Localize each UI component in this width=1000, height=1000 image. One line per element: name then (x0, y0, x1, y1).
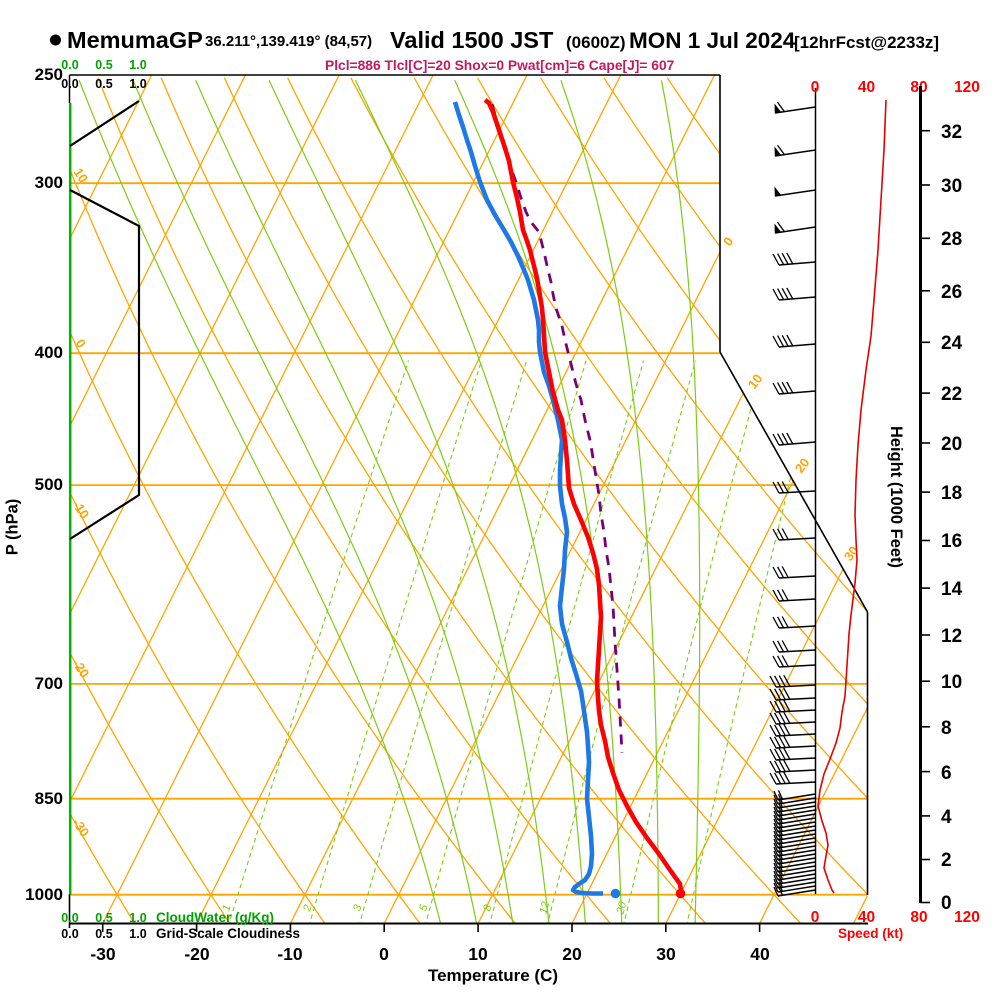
svg-text:24: 24 (941, 333, 963, 354)
svg-text:12: 12 (538, 901, 553, 916)
svg-text:80: 80 (910, 909, 927, 926)
svg-text:5: 5 (417, 903, 430, 913)
svg-text:0.5: 0.5 (95, 911, 112, 925)
svg-text:40: 40 (858, 79, 875, 96)
svg-text:0.0: 0.0 (61, 58, 78, 72)
svg-text:20: 20 (941, 434, 962, 455)
svg-text:10: 10 (468, 944, 488, 964)
svg-text:26: 26 (941, 282, 962, 303)
svg-text:22: 22 (941, 384, 962, 405)
svg-text:18: 18 (941, 483, 962, 504)
svg-text:36.211°,139.419° (84,57): 36.211°,139.419° (84,57) (205, 33, 372, 50)
svg-text:2: 2 (941, 850, 952, 871)
svg-text:0.5: 0.5 (95, 58, 112, 72)
svg-text:40: 40 (858, 909, 875, 926)
svg-text:0: 0 (811, 79, 820, 96)
svg-text:14: 14 (941, 579, 963, 600)
svg-text:-30: -30 (90, 944, 116, 964)
svg-text:[12hrFcst@2233z]: [12hrFcst@2233z] (794, 33, 939, 52)
svg-text:Speed (kt): Speed (kt) (838, 926, 903, 941)
svg-text:-20: -20 (184, 944, 210, 964)
svg-text:0.0: 0.0 (61, 911, 78, 925)
svg-text:3: 3 (351, 903, 364, 913)
svg-text:500: 500 (35, 475, 63, 494)
svg-text:(0600Z): (0600Z) (566, 33, 626, 52)
svg-text:8: 8 (481, 903, 494, 913)
svg-text:Grid-Scale Cloudiness: Grid-Scale Cloudiness (156, 926, 300, 941)
svg-text:2: 2 (301, 903, 314, 913)
svg-text:20: 20 (792, 455, 813, 476)
svg-text:Temperature (C): Temperature (C) (428, 966, 558, 985)
svg-text:28: 28 (941, 229, 962, 250)
svg-text:12: 12 (941, 626, 962, 647)
svg-text:MemumaGP: MemumaGP (67, 27, 203, 53)
svg-text:20: 20 (614, 900, 629, 917)
svg-text:8: 8 (941, 718, 952, 739)
svg-text:850: 850 (35, 789, 63, 808)
svg-text:Valid 1500 JST: Valid 1500 JST (390, 27, 554, 53)
svg-text:0: 0 (379, 944, 389, 964)
svg-text:20: 20 (562, 944, 582, 964)
svg-text:1.0: 1.0 (129, 58, 146, 72)
svg-text:30: 30 (941, 176, 962, 197)
svg-text:0.0: 0.0 (61, 927, 78, 941)
svg-text:CloudWater (g/Kg): CloudWater (g/Kg) (156, 910, 274, 925)
svg-text:1.0: 1.0 (129, 77, 146, 91)
svg-text:32: 32 (941, 122, 962, 143)
svg-text:300: 300 (35, 173, 63, 192)
svg-text:40: 40 (750, 944, 770, 964)
svg-text:10: 10 (941, 672, 962, 693)
svg-text:-10: -10 (277, 944, 303, 964)
svg-text:P (hPa): P (hPa) (4, 499, 22, 556)
svg-text:1: 1 (220, 903, 233, 912)
svg-text:700: 700 (35, 674, 63, 693)
svg-text:0.0: 0.0 (61, 77, 78, 91)
svg-text:250: 250 (35, 65, 63, 84)
svg-text:0: 0 (941, 893, 952, 914)
svg-text:120: 120 (954, 79, 980, 96)
svg-text:400: 400 (35, 343, 63, 362)
svg-text:0: 0 (811, 909, 820, 926)
svg-text:16: 16 (941, 531, 962, 552)
svg-text:Height (1000 Feet): Height (1000 Feet) (887, 426, 905, 568)
svg-text:Plcl=886 Tlcl[C]=20 Shox=0 Pwa: Plcl=886 Tlcl[C]=20 Shox=0 Pwat[cm]=6 Ca… (325, 58, 675, 73)
svg-text:6: 6 (941, 763, 952, 784)
svg-text:10: 10 (745, 371, 766, 392)
svg-text:0.5: 0.5 (95, 927, 112, 941)
svg-text:4: 4 (941, 807, 952, 828)
svg-text:10: 10 (71, 165, 92, 185)
svg-text:1.0: 1.0 (129, 911, 146, 925)
svg-text:0.5: 0.5 (95, 77, 112, 91)
svg-text:1000: 1000 (25, 885, 63, 904)
svg-text:30: 30 (656, 944, 676, 964)
svg-text:120: 120 (954, 909, 980, 926)
svg-text:1.0: 1.0 (129, 927, 146, 941)
svg-text:MON 1 Jul 2024: MON 1 Jul 2024 (629, 28, 796, 53)
